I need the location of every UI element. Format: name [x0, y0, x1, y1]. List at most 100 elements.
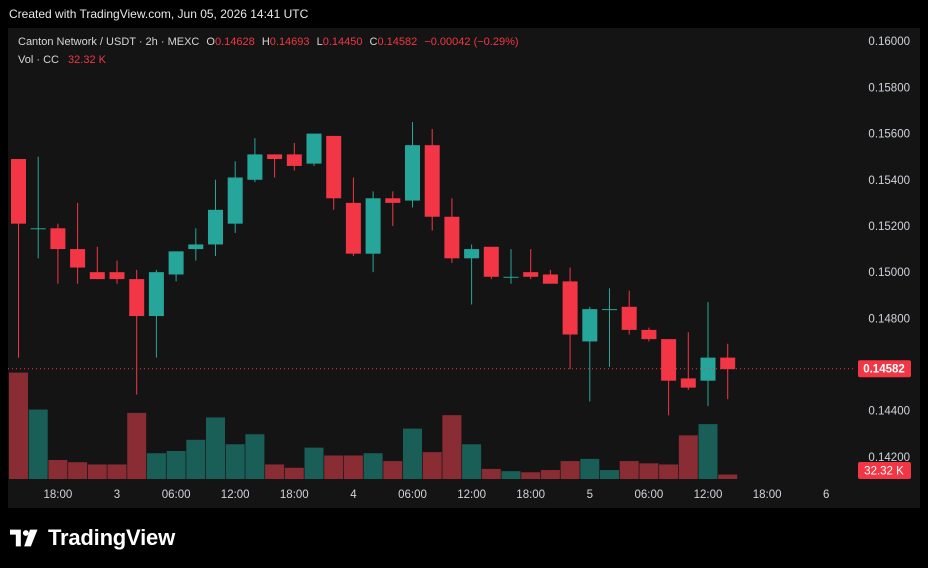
- volume-bar: [422, 452, 442, 479]
- volume-bar: [265, 464, 285, 479]
- volume-bar: [304, 447, 324, 479]
- chart-panel[interactable]: 0.16000 0.15800 0.15600 0.15400 0.15200 0.150…: [8, 28, 920, 508]
- volume-bar: [87, 464, 107, 479]
- price-tick-label: 0.15000: [868, 267, 910, 279]
- candle-body: [30, 228, 46, 230]
- candle-body: [109, 272, 125, 280]
- candle-body: [70, 249, 86, 268]
- volume-bar: [718, 474, 738, 479]
- price-badge: 0.14582: [858, 360, 911, 378]
- candle-body: [11, 159, 26, 224]
- candle-body: [602, 309, 617, 311]
- volume-bar: [48, 459, 68, 479]
- candle-body: [680, 378, 696, 388]
- candle-body: [444, 216, 460, 259]
- volume-bar: [659, 464, 679, 479]
- candle-body: [365, 198, 381, 254]
- volume-badge-value: 32.32 K: [864, 466, 904, 478]
- volume-bar: [245, 434, 265, 479]
- legend-high-label: H: [262, 36, 270, 48]
- volume-bar: [166, 451, 186, 479]
- time-tick-label: 18:00: [44, 489, 73, 501]
- price-badge-value: 0.14582: [863, 364, 905, 376]
- candle-body: [247, 154, 263, 180]
- legend-volume-value: 32.32 K: [68, 54, 107, 66]
- volume-bar: [678, 435, 698, 479]
- volume-bar: [107, 464, 127, 479]
- volume-bar: [501, 471, 521, 479]
- candle-body: [424, 145, 440, 217]
- volume-bar: [442, 415, 462, 479]
- legend-change: −0.00042 (−0.29%): [424, 36, 518, 48]
- candle-body: [267, 154, 283, 160]
- candle-body: [188, 244, 204, 250]
- volume-bar: [68, 462, 88, 479]
- candle-body: [50, 228, 66, 250]
- price-tick-label: 0.14800: [868, 313, 910, 325]
- time-tick-label: 12:00: [457, 489, 486, 501]
- volume-bar: [540, 470, 560, 479]
- time-tick-label: 18:00: [280, 489, 309, 501]
- volume-bar: [698, 424, 718, 479]
- candle-body: [168, 251, 184, 275]
- candle-body: [562, 281, 578, 335]
- price-tick-label: 0.16000: [868, 36, 910, 48]
- volume-bar: [403, 428, 422, 479]
- price-tick-label: 0.14200: [868, 452, 910, 464]
- legend-open-label: O: [206, 36, 215, 48]
- volume-bar: [324, 455, 344, 479]
- legend-high-value: 0.14693: [270, 36, 310, 48]
- candle-body: [464, 249, 480, 259]
- volume-bar: [186, 439, 206, 479]
- candle-body: [523, 272, 539, 277]
- volume-bar: [363, 453, 383, 479]
- time-tick-label: 4: [350, 489, 357, 501]
- legend-volume-label: Vol · CC: [18, 54, 59, 66]
- volume-bar: [600, 470, 619, 479]
- price-tick-label: 0.15600: [868, 129, 910, 141]
- brand[interactable]: TradingView: [10, 525, 175, 551]
- time-tick-label: 3: [114, 489, 120, 501]
- legend-symbol: Canton Network / USDT · 2h · MEXC: [18, 36, 199, 48]
- top-banner: Created with TradingView.com, Jun 05, 20…: [0, 0, 928, 28]
- candle-body: [661, 339, 677, 381]
- volume-bar: [343, 455, 363, 479]
- volume-bar: [284, 467, 304, 479]
- legend-line-2: Vol · CC 32.32 K: [18, 54, 107, 66]
- legend: Canton Network / USDT · 2h · MEXC O 0.146…: [18, 36, 519, 66]
- time-tick-label: 06:00: [635, 489, 664, 501]
- volume-bar: [127, 412, 147, 479]
- legend-close-label: C: [370, 36, 378, 48]
- footer: TradingView: [0, 508, 928, 568]
- candlestick-chart[interactable]: 0.16000 0.15800 0.15600 0.15400 0.15200 0.150…: [8, 28, 920, 508]
- candle-body: [385, 198, 401, 203]
- volume-bar: [580, 458, 600, 479]
- legend-low-value: 0.14450: [323, 36, 363, 48]
- volume-bar: [206, 417, 225, 479]
- time-tick-label: 06:00: [162, 489, 191, 501]
- candle-body: [89, 272, 105, 280]
- volume-bar: [9, 372, 28, 479]
- candle-body: [306, 133, 322, 164]
- price-tick-label: 0.15200: [868, 221, 910, 233]
- volume-bar: [619, 461, 639, 479]
- candle-body: [345, 202, 361, 254]
- volume-bar: [225, 444, 245, 479]
- candle-body: [720, 357, 736, 370]
- price-tick-label: 0.14400: [868, 406, 910, 418]
- volume-bar: [639, 463, 659, 479]
- candle-body: [286, 154, 302, 166]
- time-tick-label: 6: [823, 489, 829, 501]
- time-tick-label: 18:00: [516, 489, 545, 501]
- time-tick-label: 5: [587, 489, 593, 501]
- time-axis[interactable]: 18:00 3 06:00 12:00 18:00 4 06:00 12:00 18:00 5 06…: [44, 489, 830, 501]
- price-axis[interactable]: 0.16000 0.15800 0.15600 0.15400 0.15200 0.150…: [868, 36, 910, 464]
- candle-body: [227, 177, 243, 224]
- volume-layer: [9, 372, 738, 479]
- price-badge-bg: [858, 360, 911, 378]
- time-tick-label: 12:00: [694, 489, 723, 501]
- legend-line-1: Canton Network / USDT · 2h · MEXC O 0.146…: [18, 36, 519, 48]
- legend-close-value: 0.14582: [378, 36, 418, 48]
- volume-bar: [146, 453, 166, 479]
- candle-body: [483, 246, 499, 277]
